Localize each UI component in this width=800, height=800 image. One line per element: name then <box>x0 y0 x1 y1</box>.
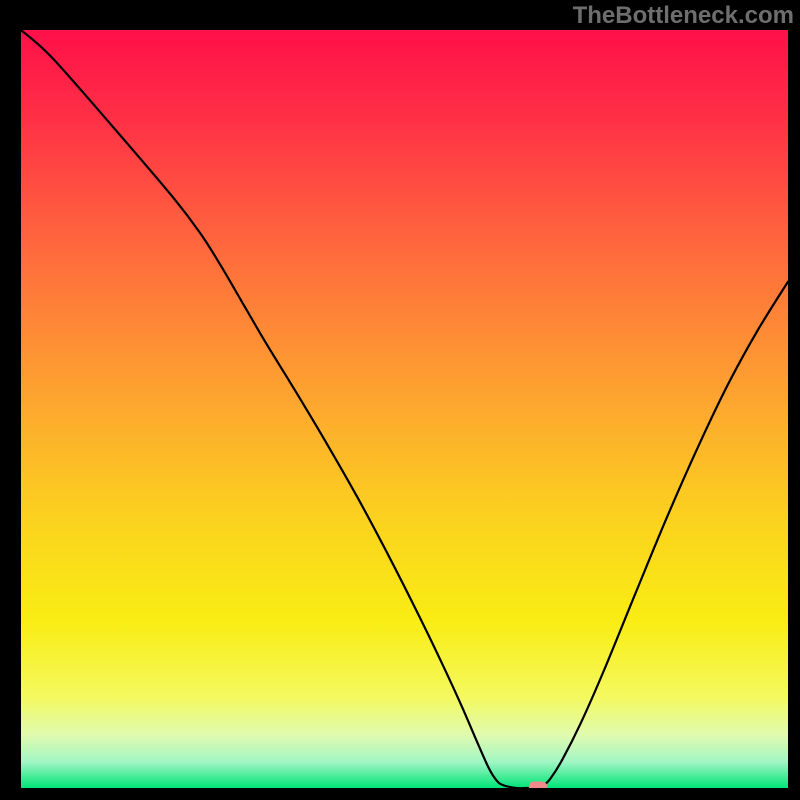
plot-area <box>21 30 788 788</box>
minimum-marker <box>21 30 788 788</box>
chart-container: TheBottleneck.com <box>0 0 800 800</box>
watermark-text: TheBottleneck.com <box>573 2 794 30</box>
